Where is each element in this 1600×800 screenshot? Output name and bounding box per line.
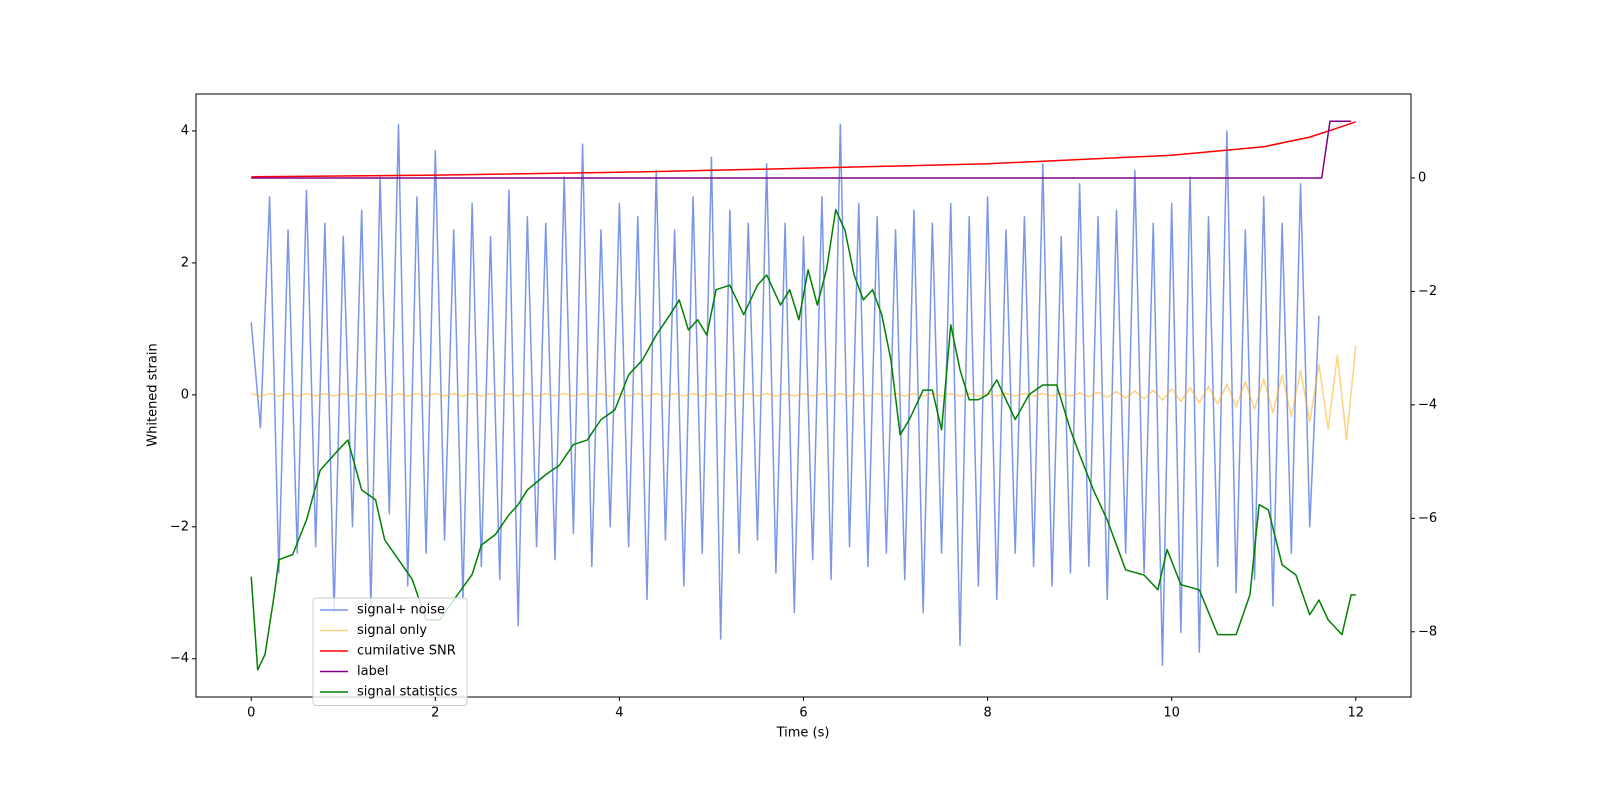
y2-tick-label: −6 <box>1418 511 1437 526</box>
series-line <box>251 121 1357 178</box>
y-tick-label: 0 <box>181 387 189 402</box>
legend-label: signal only <box>357 623 427 638</box>
x-axis-label: Time (s) <box>776 726 830 741</box>
y2-tick-label: −2 <box>1418 284 1437 299</box>
y2-tick-label: −8 <box>1418 624 1437 639</box>
series-line <box>251 345 1357 441</box>
x-tick-label: 8 <box>983 706 991 721</box>
x-tick-label: 10 <box>1163 706 1180 721</box>
x-tick-label: 2 <box>431 706 439 721</box>
legend-label: signal statistics <box>357 685 458 700</box>
y-tick-label: 2 <box>181 255 189 270</box>
y-tick-label: −4 <box>170 651 189 666</box>
y-tick-label: 4 <box>181 123 189 138</box>
x-tick-label: 12 <box>1347 706 1364 721</box>
legend-label: cumilative SNR <box>357 644 456 659</box>
y-axis-label: Whitened strain <box>146 343 161 446</box>
legend-box <box>312 597 468 706</box>
series-line <box>251 120 1352 179</box>
y2-tick-label: 0 <box>1418 170 1426 185</box>
series-line <box>250 123 1320 667</box>
y-tick-label: −2 <box>170 519 189 534</box>
legend-label: signal+ noise <box>357 603 445 618</box>
x-tick-label: 0 <box>247 706 255 721</box>
plot-area <box>250 120 1357 671</box>
legend: signal+ noise signal only cumilative SNR la… <box>312 597 468 706</box>
y2-tick-label: −4 <box>1418 397 1437 412</box>
legend-label: label <box>357 664 388 679</box>
x-tick-label: 4 <box>615 706 623 721</box>
x-tick-label: 6 <box>799 706 807 721</box>
